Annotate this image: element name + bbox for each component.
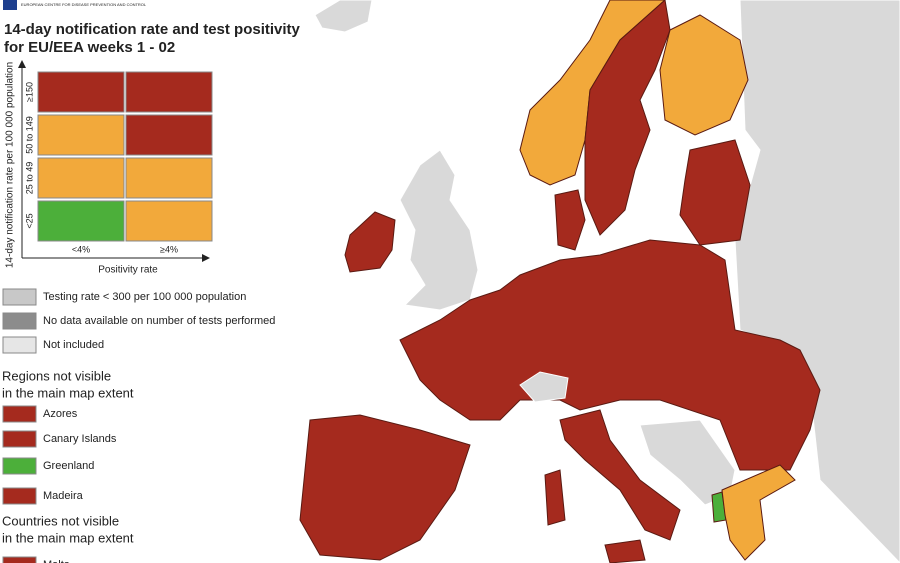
matrix-cell: [125, 71, 213, 113]
logo-text: EUROPEAN CENTRE FOR DISEASE PREVENTION A…: [21, 2, 147, 7]
y-label: 14-day notification rate per 100 000 pop…: [5, 62, 16, 268]
arrow: [202, 254, 210, 262]
map: [299, 0, 900, 563]
row-label: ≥150: [24, 82, 34, 102]
row-label: 25 to 49: [24, 162, 34, 195]
uk: [399, 149, 479, 311]
section-title: Regions not visible: [2, 368, 111, 383]
greece: [721, 464, 796, 561]
finland: [659, 14, 749, 136]
legend-label: No data available on number of tests per…: [43, 315, 275, 327]
legend-label: Canary Islands: [43, 433, 117, 445]
matrix-cell: [37, 157, 125, 199]
legend-swatch: [2, 405, 37, 423]
column-label: ≥4%: [160, 244, 178, 254]
row-label: 50 to 149: [24, 116, 34, 154]
matrix-cell: [125, 114, 213, 156]
legend-label: Madeira: [43, 490, 84, 502]
sardinia: [544, 469, 566, 526]
matrix-cell: [37, 71, 125, 113]
ireland: [344, 211, 396, 273]
sicily: [604, 539, 646, 563]
legend-swatch: [2, 556, 37, 563]
continent: [399, 239, 821, 471]
legend-label: Not included: [43, 339, 104, 351]
legend-label: Testing rate < 300 per 100 000 populatio…: [43, 291, 246, 303]
italy: [559, 409, 681, 541]
section-title: in the main map extent: [2, 530, 134, 545]
legend-swatch: [2, 312, 37, 330]
matrix-cell: [125, 157, 213, 199]
iceland: [314, 0, 373, 33]
legend-swatch: [2, 288, 37, 306]
matrix-cell: [37, 114, 125, 156]
sweden: [584, 0, 671, 236]
legend-label: Azores: [43, 408, 78, 420]
x-label: Positivity rate: [98, 265, 158, 276]
title: 14-day notification rate and test positi…: [4, 21, 301, 38]
legend-swatch: [2, 336, 37, 354]
iberia: [299, 414, 471, 561]
legend-label: Greenland: [43, 460, 94, 472]
switzerland: [519, 371, 569, 403]
legend-swatch: [2, 430, 37, 448]
denmark: [554, 189, 586, 251]
legend-swatch: [2, 457, 37, 475]
legend-swatch: [2, 487, 37, 505]
legend-label: Malta: [43, 559, 71, 563]
section-title: in the main map extent: [2, 385, 134, 400]
arrow: [18, 60, 26, 68]
section-title: Countries not visible: [2, 513, 119, 528]
title: for EU/EEA weeks 1 - 02: [4, 39, 175, 56]
matrix-cell: [37, 200, 125, 242]
baltics: [679, 139, 751, 246]
matrix-cell: [125, 200, 213, 242]
logo-flag: [3, 0, 17, 10]
row-label: <25: [24, 213, 34, 228]
column-label: <4%: [72, 244, 90, 254]
